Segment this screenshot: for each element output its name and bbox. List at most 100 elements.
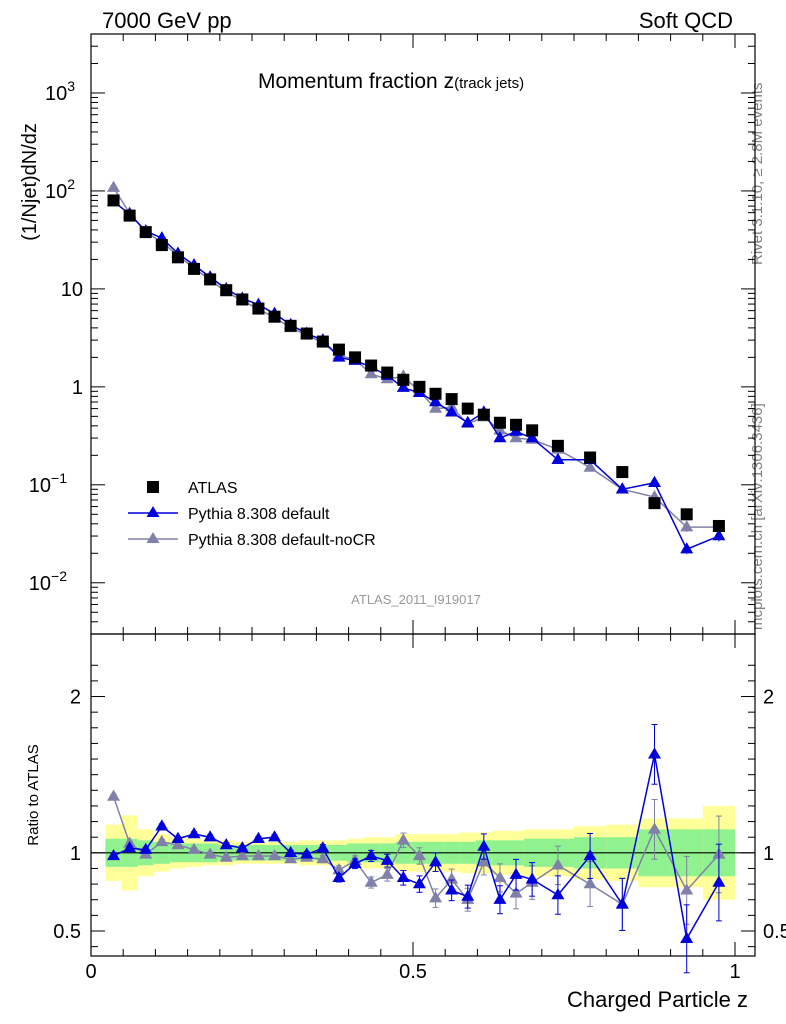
marker-atlas bbox=[139, 226, 152, 239]
ratio-marker-default bbox=[235, 841, 249, 853]
ratio-marker-default bbox=[461, 889, 475, 901]
marker-atlas bbox=[155, 239, 168, 252]
marker-atlas bbox=[493, 416, 506, 429]
ratio-y-tick-label-right: 1 bbox=[763, 843, 774, 865]
legend: ATLAS Pythia 8.308 default Pythia 8.308 … bbox=[128, 480, 376, 549]
ratio-marker-nocr bbox=[268, 848, 282, 861]
plot-title-main: Momentum fraction z bbox=[258, 70, 454, 93]
ratio-marker-default bbox=[712, 875, 726, 887]
ratio-marker-default bbox=[203, 830, 217, 842]
ratio-marker-nocr bbox=[429, 891, 443, 903]
mcplots-label: mcplots.cern.ch [arXiv:1306.3436] bbox=[749, 403, 766, 630]
marker-default bbox=[712, 529, 726, 541]
ratio-marker-nocr bbox=[477, 855, 491, 867]
ratio-marker-nocr bbox=[203, 847, 217, 859]
marker-atlas bbox=[477, 408, 490, 421]
ratio-marker-default bbox=[493, 892, 507, 904]
plot-title-sub: (track jets) bbox=[454, 75, 524, 92]
y-tick-base: 10 bbox=[29, 475, 51, 497]
marker-atlas bbox=[680, 508, 693, 521]
ratio-marker-default bbox=[123, 841, 137, 853]
ratio-marker-default bbox=[107, 848, 121, 861]
ratio-y-tick-label: 0.5 bbox=[53, 921, 81, 943]
marker-default bbox=[647, 475, 662, 487]
marker-nocr bbox=[583, 460, 597, 472]
ratio-y-tick-label-right: 2 bbox=[763, 687, 774, 709]
marker-atlas bbox=[712, 519, 725, 532]
y-tick-exp: −1 bbox=[51, 470, 67, 486]
marker-atlas bbox=[236, 293, 249, 306]
xlabel: Charged Particle z bbox=[567, 987, 748, 1012]
marker-nocr bbox=[680, 520, 694, 532]
ratio-y-tick-label: 1 bbox=[70, 843, 81, 865]
marker-atlas bbox=[526, 424, 539, 437]
marker-atlas bbox=[648, 497, 661, 510]
ratio-marker-nocr bbox=[155, 834, 169, 847]
marker-atlas bbox=[107, 194, 120, 207]
marker-atlas bbox=[316, 335, 329, 348]
ratio-marker-nocr bbox=[235, 848, 249, 861]
y-tick-exp: 3 bbox=[67, 78, 75, 94]
plot-title: Momentum fraction z(track jets) bbox=[258, 70, 524, 93]
ratio-marker-default bbox=[284, 845, 298, 858]
ratio-marker-nocr bbox=[251, 848, 265, 861]
ratio-marker-default bbox=[583, 848, 597, 861]
ratio-marker-nocr bbox=[316, 852, 330, 864]
ratio-marker-default bbox=[187, 827, 201, 839]
ratio-marker-default bbox=[316, 841, 330, 853]
marker-atlas bbox=[381, 366, 394, 379]
marker-atlas bbox=[300, 327, 313, 340]
legend-label-atlas: ATLAS bbox=[188, 480, 238, 497]
marker-nocr bbox=[364, 367, 378, 379]
y-tick-label: 103 bbox=[45, 78, 75, 105]
y-tick-exp: −2 bbox=[51, 568, 67, 584]
main-ylabel: (1/Njet)dN/dz bbox=[19, 123, 41, 241]
ratio-marker-default bbox=[380, 853, 394, 865]
marker-nocr bbox=[107, 180, 121, 192]
ratio-marker-default bbox=[509, 867, 523, 879]
ratio-marker-default bbox=[268, 830, 282, 842]
ratio-marker-default bbox=[615, 897, 629, 909]
marker-atlas bbox=[284, 319, 297, 332]
marker-atlas bbox=[252, 302, 265, 315]
x-tick-label: 1 bbox=[729, 961, 740, 983]
ratio-marker-default bbox=[412, 877, 426, 889]
ratio-marker-default bbox=[251, 831, 265, 843]
ratio-marker-nocr bbox=[171, 838, 185, 850]
marker-atlas bbox=[332, 343, 345, 356]
y-tick-exp: 2 bbox=[67, 176, 75, 192]
ratio-marker-nocr bbox=[445, 872, 459, 884]
ratio-marker-nocr bbox=[284, 852, 298, 864]
ratio-marker-default bbox=[396, 870, 410, 883]
x-tick-label: 0.5 bbox=[399, 961, 427, 983]
ratio-marker-default bbox=[139, 842, 153, 854]
marker-atlas bbox=[204, 273, 217, 286]
ratio-frame-rect bbox=[90, 633, 756, 957]
header-right: Soft QCD bbox=[639, 8, 733, 33]
ratio-y-tick-label-right: 0.5 bbox=[763, 921, 786, 943]
x-tick-label: 0 bbox=[85, 961, 96, 983]
ratio-marker-default bbox=[680, 931, 694, 944]
marker-atlas bbox=[616, 466, 629, 479]
marker-atlas bbox=[268, 310, 281, 323]
marker-atlas bbox=[365, 359, 378, 372]
marker-atlas bbox=[188, 262, 201, 275]
ratio-marker-nocr bbox=[647, 822, 662, 834]
header-left: 7000 GeV pp bbox=[102, 8, 232, 33]
ratio-marker-default bbox=[332, 870, 346, 883]
ratio-series-layer bbox=[107, 723, 726, 974]
marker-atlas bbox=[171, 251, 184, 264]
ratio-marker-default bbox=[171, 831, 185, 843]
analysis-watermark: ATLAS_2011_I919017 bbox=[351, 592, 481, 607]
ratio-marker-default bbox=[477, 839, 491, 851]
ratio-marker-nocr bbox=[551, 858, 565, 870]
ratio-marker-default bbox=[364, 848, 378, 861]
ratio-marker-default bbox=[219, 838, 233, 850]
marker-atlas bbox=[220, 284, 233, 297]
y-tick-label: 1 bbox=[72, 377, 83, 399]
ratio-marker-nocr bbox=[219, 850, 233, 862]
ratio-marker-nocr bbox=[493, 870, 507, 883]
ratio-axis-ticks: 0.5 0.51 12 20 0.5 1 bbox=[53, 634, 786, 983]
